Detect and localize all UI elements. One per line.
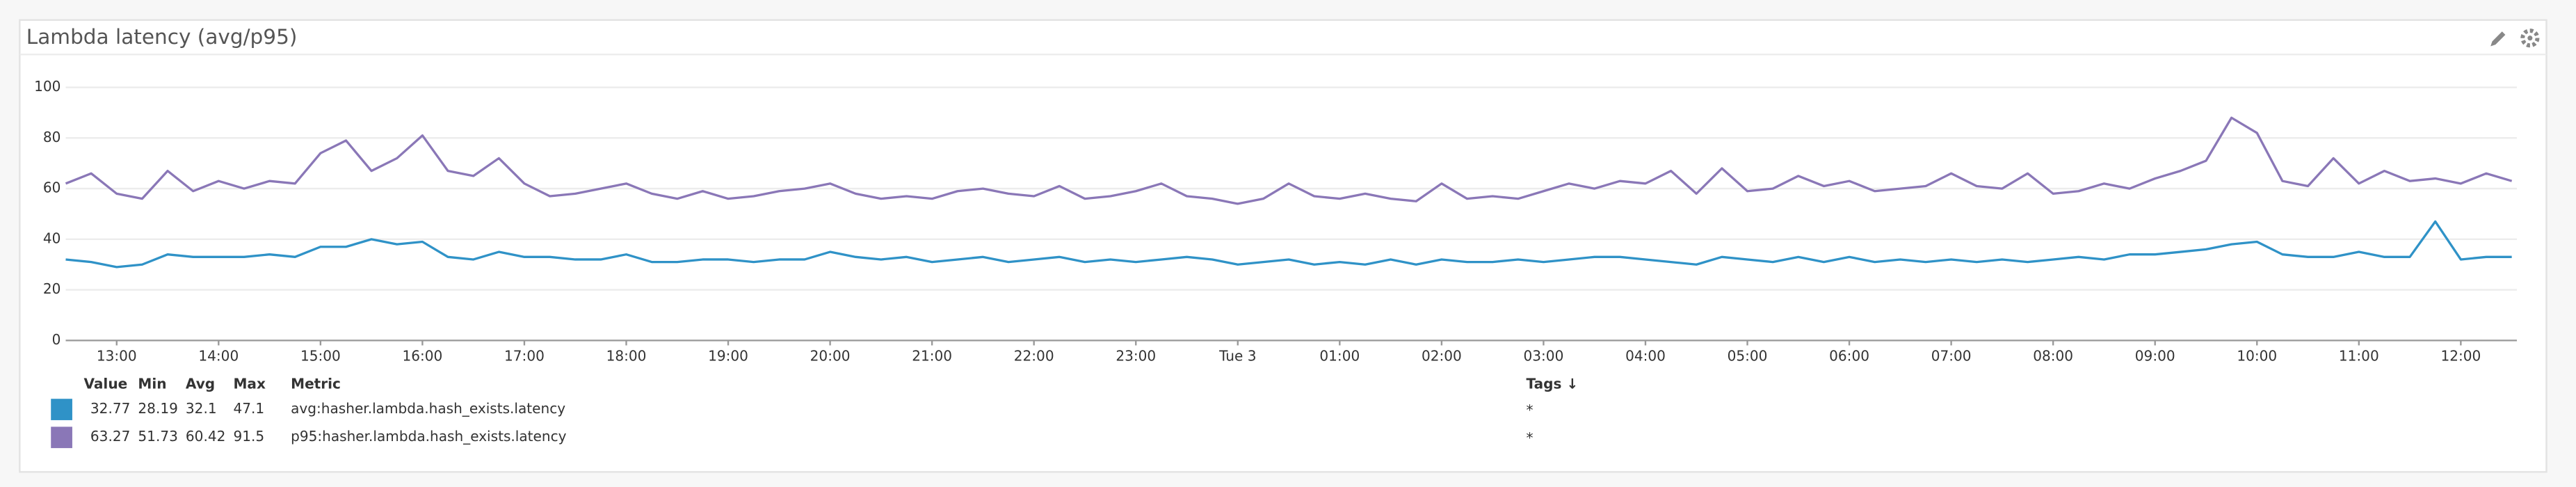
x-tick-label: 11:00 <box>2339 347 2379 364</box>
y-tick-label: 0 <box>52 331 61 348</box>
x-tick-label: 06:00 <box>1829 347 1869 364</box>
y-tick-label: 60 <box>43 179 61 196</box>
legend-header: Metric <box>291 376 341 392</box>
x-tick-label: 22:00 <box>1014 347 1054 364</box>
series-line <box>65 116 2513 205</box>
legend-metric: avg:hasher.lambda.hash_exists.latency <box>291 400 565 417</box>
legend-swatch <box>51 426 72 449</box>
widget-title: Lambda latency (avg/p95) <box>26 25 298 49</box>
x-tick-label: 08:00 <box>2033 347 2073 364</box>
series-line <box>65 220 2512 269</box>
x-tick-label: 14:00 <box>198 347 239 364</box>
x-tick-label: 05:00 <box>1728 347 1768 364</box>
x-tick-label: 07:00 <box>1931 347 1972 364</box>
legend-swatch <box>51 399 72 420</box>
x-tick-label: 01:00 <box>1319 347 1360 364</box>
legend-stat: 28.19 <box>138 400 177 417</box>
panel <box>19 19 2547 473</box>
x-tick-label: 23:00 <box>1116 347 1156 364</box>
x-tick-label: 16:00 <box>402 347 442 364</box>
legend-header: Tags ↓ <box>1527 376 1579 392</box>
x-tick-label: 17:00 <box>504 347 545 364</box>
x-tick-label: Tue 3 <box>1218 347 1256 364</box>
x-tick-label: 21:00 <box>912 347 952 364</box>
legend-tags: * <box>1527 401 1533 418</box>
pencil[interactable] <box>2490 31 2506 47</box>
legend-stat: 91.5 <box>233 428 264 445</box>
legend-metric: p95:hasher.lambda.hash_exists.latency <box>291 428 566 445</box>
y-tick-label: 80 <box>43 129 61 145</box>
edit-icon[interactable] <box>2490 31 2506 47</box>
legend-stat: 32.77 <box>90 400 130 417</box>
x-tick-label: 03:00 <box>1524 347 1564 364</box>
x-tick-label: 19:00 <box>708 347 748 364</box>
x-tick-label: 18:00 <box>606 347 647 364</box>
legend-header: Value <box>83 376 127 392</box>
legend-stat: 47.1 <box>233 400 264 417</box>
gear[interactable] <box>2520 29 2540 48</box>
gear-hub[interactable] <box>2527 35 2533 41</box>
x-tick-label: 20:00 <box>810 347 851 364</box>
x-tick-label: 10:00 <box>2237 347 2277 364</box>
x-tick-label: 09:00 <box>2135 347 2175 364</box>
legend-tags: * <box>1527 430 1533 447</box>
legend-header: Avg <box>186 376 215 392</box>
x-tick-label: 15:00 <box>300 347 341 364</box>
legend-stat: 32.1 <box>186 400 217 417</box>
x-tick-label: 02:00 <box>1422 347 1462 364</box>
x-tick-label: 13:00 <box>97 347 137 364</box>
settings-icon[interactable] <box>2520 29 2540 48</box>
legend-stat: 51.73 <box>138 428 177 445</box>
legend-header: Max <box>233 376 266 392</box>
legend-stat: 60.42 <box>186 428 225 445</box>
y-tick-label: 20 <box>43 280 61 297</box>
plot: 0 20 40 60 80 100 13:00 14:00 15:00 16:00 17:00 18:… <box>34 78 2517 364</box>
y-tick-label: 100 <box>34 78 61 95</box>
legend-header: Min <box>138 376 166 392</box>
y-tick-label: 40 <box>43 230 61 246</box>
x-tick-label: 04:00 <box>1625 347 1666 364</box>
x-tick-label: 12:00 <box>2440 347 2481 364</box>
legend: Value Min Avg Max Metric Tags ↓ 32.77 28.19 32.1… <box>51 376 1579 449</box>
legend-stat: 63.27 <box>90 428 130 445</box>
